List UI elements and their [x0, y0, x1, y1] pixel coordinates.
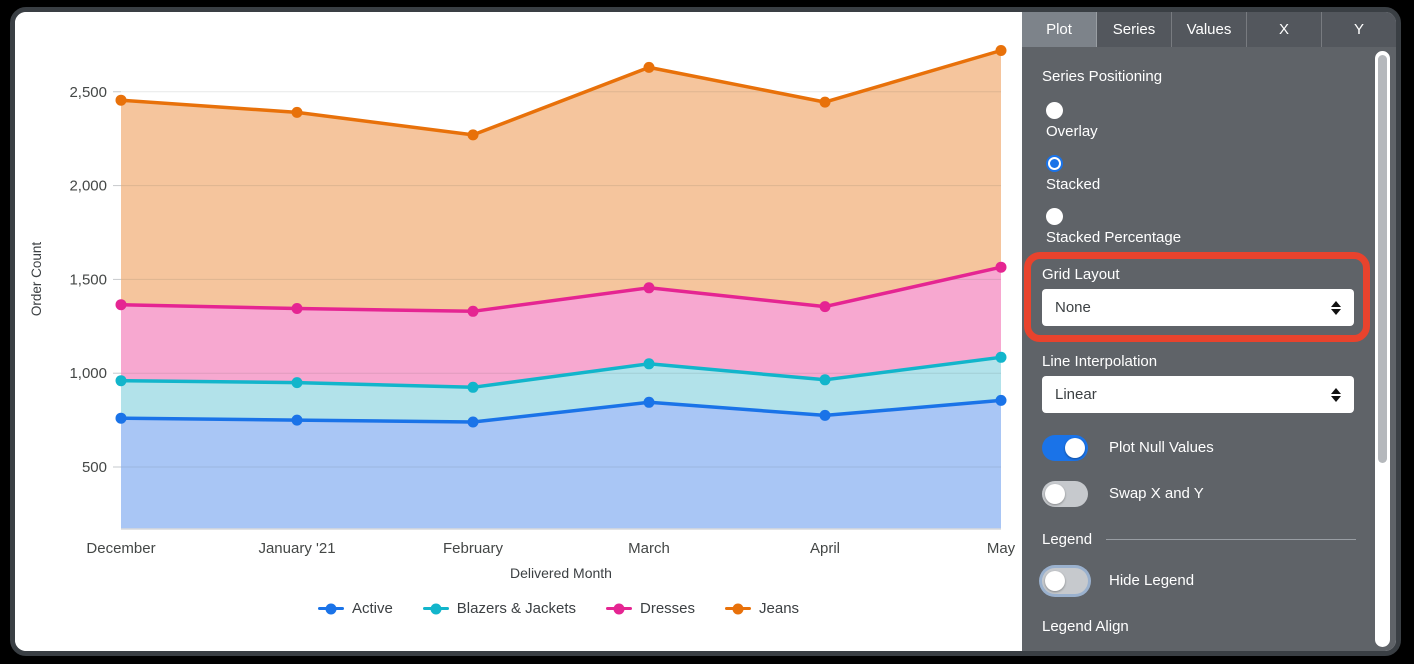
line-interpolation-value: Linear [1055, 386, 1097, 403]
grid-layout-select[interactable]: None [1042, 289, 1354, 326]
radio-option-stacked-percentage[interactable]: Stacked Percentage [1046, 208, 1181, 248]
series-positioning-radio-group: Overlay Stacked Stacked Percentage [1046, 102, 1181, 261]
toggle-knob [1065, 438, 1085, 458]
grid-layout-value: None [1055, 299, 1091, 316]
legend-label: Jeans [759, 600, 800, 617]
radio-unselected-icon[interactable] [1046, 102, 1063, 119]
legend-marker-icon [606, 603, 633, 615]
plot-null-values-toggle[interactable] [1042, 435, 1088, 461]
svg-text:April: April [810, 540, 840, 557]
stacked-area-chart: 2,500 2,000 1,500 1,000 500 December January '… [29, 45, 1016, 581]
updown-arrows-icon [1331, 300, 1341, 315]
legend-item-dresses[interactable]: Dresses [606, 600, 695, 617]
tab-x[interactable]: X [1247, 12, 1322, 47]
svg-text:December: December [86, 540, 155, 557]
svg-text:1,500: 1,500 [69, 271, 107, 288]
swap-x-y-toggle[interactable] [1042, 481, 1088, 507]
tab-values[interactable]: Values [1172, 12, 1247, 47]
legend-marker-icon [725, 603, 752, 615]
legend-item-jeans[interactable]: Jeans [725, 600, 799, 617]
legend-item-active[interactable]: Active [317, 600, 393, 617]
legend-marker-icon [422, 603, 449, 615]
legend-section-header: Legend [1042, 531, 1356, 548]
tab-plot[interactable]: Plot [1022, 12, 1097, 47]
swap-x-y-row: Swap X and Y [1042, 481, 1204, 507]
radio-unselected-icon[interactable] [1046, 208, 1063, 225]
radio-option-overlay[interactable]: Overlay [1046, 102, 1181, 142]
vis-config-panel: Plot Series Values X Y Series Positioning Ov… [1022, 12, 1396, 651]
panel-body: Series Positioning Overlay Stacked Stacked… [1022, 47, 1396, 651]
panel-scrollbar-track[interactable] [1375, 51, 1390, 647]
line-interpolation-select[interactable]: Linear [1042, 376, 1354, 413]
legend-item-blazers-jackets[interactable]: Blazers & Jackets [422, 600, 577, 617]
svg-text:1,000: 1,000 [69, 365, 107, 382]
chart-legend: Active Blazers & Jackets Dresses Jeans [105, 600, 1012, 617]
tab-series[interactable]: Series [1097, 12, 1172, 47]
radio-option-stacked[interactable]: Stacked [1046, 155, 1181, 195]
legend-label: Active [351, 600, 393, 617]
svg-text:Order Count: Order Count [29, 242, 44, 317]
radio-option-label: Stacked [1046, 176, 1101, 193]
plot-null-values-row: Plot Null Values [1042, 435, 1214, 461]
legend-label: Blazers & Jackets [456, 600, 577, 617]
svg-text:2,500: 2,500 [69, 84, 107, 101]
svg-text:500: 500 [82, 459, 107, 476]
toggle-knob [1045, 484, 1065, 504]
toggle-knob [1045, 571, 1065, 591]
panel-scrollbar-thumb[interactable] [1378, 55, 1387, 463]
section-divider [1106, 539, 1356, 540]
swap-x-y-label: Swap X and Y [1109, 485, 1204, 502]
radio-option-label: Overlay [1046, 123, 1098, 140]
chart-area: 2,500 2,000 1,500 1,000 500 December January '… [15, 12, 1022, 651]
tab-y[interactable]: Y [1353, 21, 1364, 38]
series-positioning-label: Series Positioning [1042, 68, 1163, 85]
updown-arrows-icon [1331, 387, 1341, 402]
svg-text:Delivered Month: Delivered Month [510, 565, 612, 581]
plot-null-values-label: Plot Null Values [1109, 439, 1214, 456]
svg-text:February: February [443, 540, 504, 557]
panel-tabbar: Plot Series Values X Y [1022, 12, 1396, 47]
hide-legend-toggle[interactable] [1042, 568, 1088, 594]
hide-legend-label: Hide Legend [1109, 572, 1195, 589]
legend-marker-icon [317, 603, 344, 615]
hide-legend-row: Hide Legend [1042, 568, 1194, 594]
svg-text:March: March [628, 540, 670, 557]
legend-align-label: Legend Align [1042, 618, 1129, 635]
legend-section-title: Legend [1042, 531, 1093, 548]
legend-label: Dresses [640, 600, 696, 617]
line-interpolation-label: Line Interpolation [1042, 353, 1158, 370]
radio-option-label: Stacked Percentage [1046, 229, 1182, 246]
svg-text:January '21: January '21 [258, 540, 335, 557]
svg-text:May: May [987, 540, 1016, 557]
grid-layout-label: Grid Layout [1042, 266, 1120, 283]
radio-selected-icon[interactable] [1046, 155, 1063, 172]
app-window: 2,500 2,000 1,500 1,000 500 December January '… [10, 7, 1401, 656]
svg-text:2,000: 2,000 [69, 178, 107, 195]
